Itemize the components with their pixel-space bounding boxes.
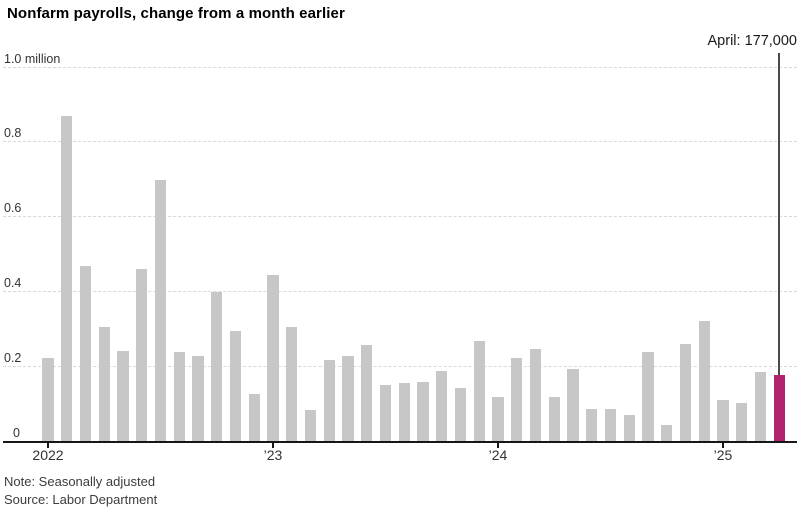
y-axis-label: 0 <box>13 425 20 440</box>
x-axis-tick-24 <box>497 442 499 448</box>
bar-jan-2022 <box>42 358 54 442</box>
bar-jul-2022 <box>154 180 167 442</box>
annotation-callout-line <box>778 53 781 376</box>
bar-dec-2023 <box>473 340 485 442</box>
y-axis-label: 1.0 million <box>4 51 61 66</box>
x-axis-label: ’25 <box>713 447 733 463</box>
bar-feb-2025 <box>736 403 748 442</box>
bar-apr-2023 <box>323 360 335 442</box>
bar-jul-2023 <box>379 385 392 442</box>
x-axis-tick-23 <box>272 442 274 448</box>
bar-nov-2023 <box>454 388 467 442</box>
bar-oct-2023 <box>436 371 448 442</box>
bar-sep-2022 <box>192 356 204 442</box>
bar-may-2023 <box>342 355 354 442</box>
bar-mar-2024 <box>529 349 542 442</box>
bar-feb-2022 <box>61 116 73 442</box>
bar-mar-2025 <box>754 372 767 442</box>
bar-nov-2024 <box>679 343 692 442</box>
x-axis-tick-2022 <box>47 442 49 448</box>
bar-aug-2022 <box>173 352 185 442</box>
bar-apr-2022 <box>98 327 110 442</box>
bar-jan-2025 <box>717 399 729 442</box>
y-axis-label: 0.6 <box>4 201 22 216</box>
bar-feb-2023 <box>286 327 298 442</box>
bar-mar-2022 <box>79 265 92 442</box>
bar-may-2024 <box>567 369 579 442</box>
bar-dec-2022 <box>248 394 260 442</box>
bar-jun-2022 <box>136 269 148 442</box>
bar-aug-2024 <box>623 414 635 442</box>
bar-may-2022 <box>117 350 129 442</box>
chart-source: Source: Labor Department <box>4 492 158 507</box>
gridline-0.2 <box>3 365 797 367</box>
gridline-0.6 <box>3 216 797 218</box>
bar-dec-2024 <box>698 320 710 442</box>
x-axis-tick-25 <box>722 442 724 448</box>
bar-jul-2024 <box>604 408 617 442</box>
bar-apr-2024 <box>548 397 560 442</box>
x-axis-label: 2022 <box>32 447 64 463</box>
bar-jun-2023 <box>361 345 373 442</box>
bar-oct-2024 <box>661 425 673 442</box>
y-axis-label: 0.2 <box>4 350 22 365</box>
y-axis-label: 0.8 <box>4 126 22 141</box>
bar-apr-2025 <box>773 375 785 442</box>
x-axis-label: ’24 <box>488 447 508 463</box>
gridline-0.4 <box>3 290 797 292</box>
chart-title: Nonfarm payrolls, change from a month ea… <box>7 5 345 22</box>
bar-nov-2022 <box>229 330 242 442</box>
y-axis-label: 0.4 <box>4 275 22 290</box>
bar-oct-2022 <box>211 291 223 442</box>
bar-jan-2023 <box>267 275 279 442</box>
bar-jun-2024 <box>586 408 598 442</box>
chart-note: Note: Seasonally adjusted <box>4 474 156 489</box>
bar-sep-2024 <box>642 351 654 442</box>
x-axis-label: ’23 <box>263 447 283 463</box>
bar-feb-2024 <box>511 358 523 442</box>
annotation-april-value: April: 177,000 <box>707 33 797 49</box>
bar-mar-2023 <box>304 409 317 442</box>
gridline-0.8 <box>3 141 797 143</box>
x-axis-baseline <box>3 440 797 443</box>
bar-sep-2023 <box>417 382 429 442</box>
gridline-1.0 <box>3 66 797 68</box>
bar-jan-2024 <box>492 396 504 442</box>
bar-aug-2023 <box>398 382 410 442</box>
